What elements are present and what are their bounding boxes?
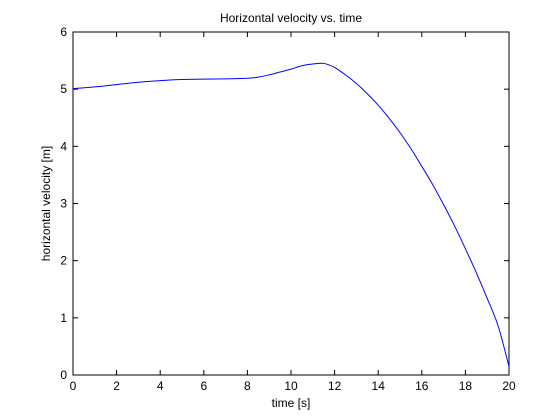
x-tick-label-9: 18 — [459, 379, 473, 393]
x-axis-label: time [s] — [272, 396, 311, 410]
y-tick-label-0: 0 — [60, 368, 67, 382]
x-axis-ticks: 0 2 4 6 8 10 12 14 16 18 20 — [70, 32, 516, 393]
x-tick-label-4: 8 — [244, 379, 251, 393]
x-tick-label-3: 6 — [200, 379, 207, 393]
y-tick-label-5: 5 — [60, 82, 67, 96]
x-tick-label-2: 4 — [157, 379, 164, 393]
series-line-0 — [72, 62, 510, 367]
y-tick-label-6: 6 — [60, 25, 67, 39]
y-tick-label-2: 2 — [60, 254, 67, 268]
x-tick-label-7: 14 — [372, 379, 386, 393]
chart-title: Horizontal velocity vs. time — [220, 11, 362, 25]
y-axis-ticks: 0 1 2 3 4 5 6 — [60, 25, 509, 382]
x-tick-label-10: 20 — [502, 379, 516, 393]
series-layer — [72, 62, 510, 367]
x-tick-label-0: 0 — [70, 379, 77, 393]
x-tick-label-6: 12 — [328, 379, 342, 393]
y-tick-label-3: 3 — [60, 197, 67, 211]
y-tick-label-4: 4 — [60, 139, 67, 153]
x-tick-label-8: 16 — [415, 379, 429, 393]
x-tick-label-1: 2 — [113, 379, 120, 393]
plot-area — [72, 31, 510, 376]
y-axis-label: horizontal velocity [m] — [39, 146, 53, 261]
x-tick-label-5: 10 — [284, 379, 298, 393]
y-tick-label-1: 1 — [60, 311, 67, 325]
